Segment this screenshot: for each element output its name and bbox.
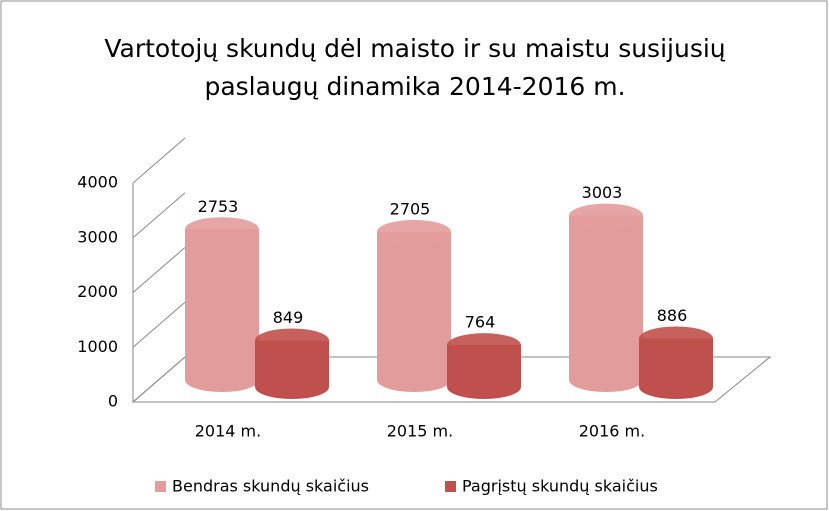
cylinder-top (569, 203, 643, 228)
legend-label: Bendras skundų skaičius (172, 477, 369, 496)
cylinder-body (185, 229, 259, 392)
grid-line (132, 356, 186, 403)
cylinder-body (639, 338, 713, 399)
legend-label: Pagrįstų skundų skaičius (462, 477, 658, 496)
value-label: 764 (465, 313, 496, 332)
y-tick-label: 3000 (77, 227, 118, 246)
y-tick-label: 1000 (77, 337, 118, 356)
cylinder-body (255, 340, 329, 399)
value-label: 2753 (198, 197, 239, 216)
y-tick-label: 0 (108, 392, 118, 411)
value-label: 886 (657, 306, 688, 325)
cylinder-body (447, 345, 521, 399)
grid-line (132, 301, 186, 348)
cylinder (447, 333, 521, 399)
cylinder (377, 219, 451, 392)
legend-swatch (445, 481, 456, 492)
x-tick-label: 2016 m. (579, 422, 645, 441)
cylinder (569, 203, 643, 392)
y-tick-label: 4000 (77, 173, 118, 192)
value-label: 3003 (582, 183, 623, 202)
value-label: 849 (273, 308, 304, 327)
grid-line (132, 137, 186, 184)
y-tick-label: 2000 (77, 282, 118, 301)
cylinder-body (569, 215, 643, 392)
cylinder (185, 217, 259, 392)
cylinder-top (255, 328, 329, 353)
x-tick-label: 2014 m. (195, 422, 261, 441)
value-label: 2705 (390, 199, 431, 218)
cylinder-top (447, 333, 521, 358)
x-tick-label: 2015 m. (387, 422, 453, 441)
cylinder (255, 328, 329, 399)
cylinder-top (377, 219, 451, 244)
cylinder-body (377, 231, 451, 392)
cylinder-top (185, 217, 259, 242)
cylinder (639, 326, 713, 399)
chart-title: Vartotojų skundų dėl maisto ir su maistu… (104, 34, 726, 101)
grid-line (132, 192, 186, 239)
grid-line (132, 247, 186, 293)
cylinder-top (639, 326, 713, 351)
legend-swatch (155, 481, 166, 492)
